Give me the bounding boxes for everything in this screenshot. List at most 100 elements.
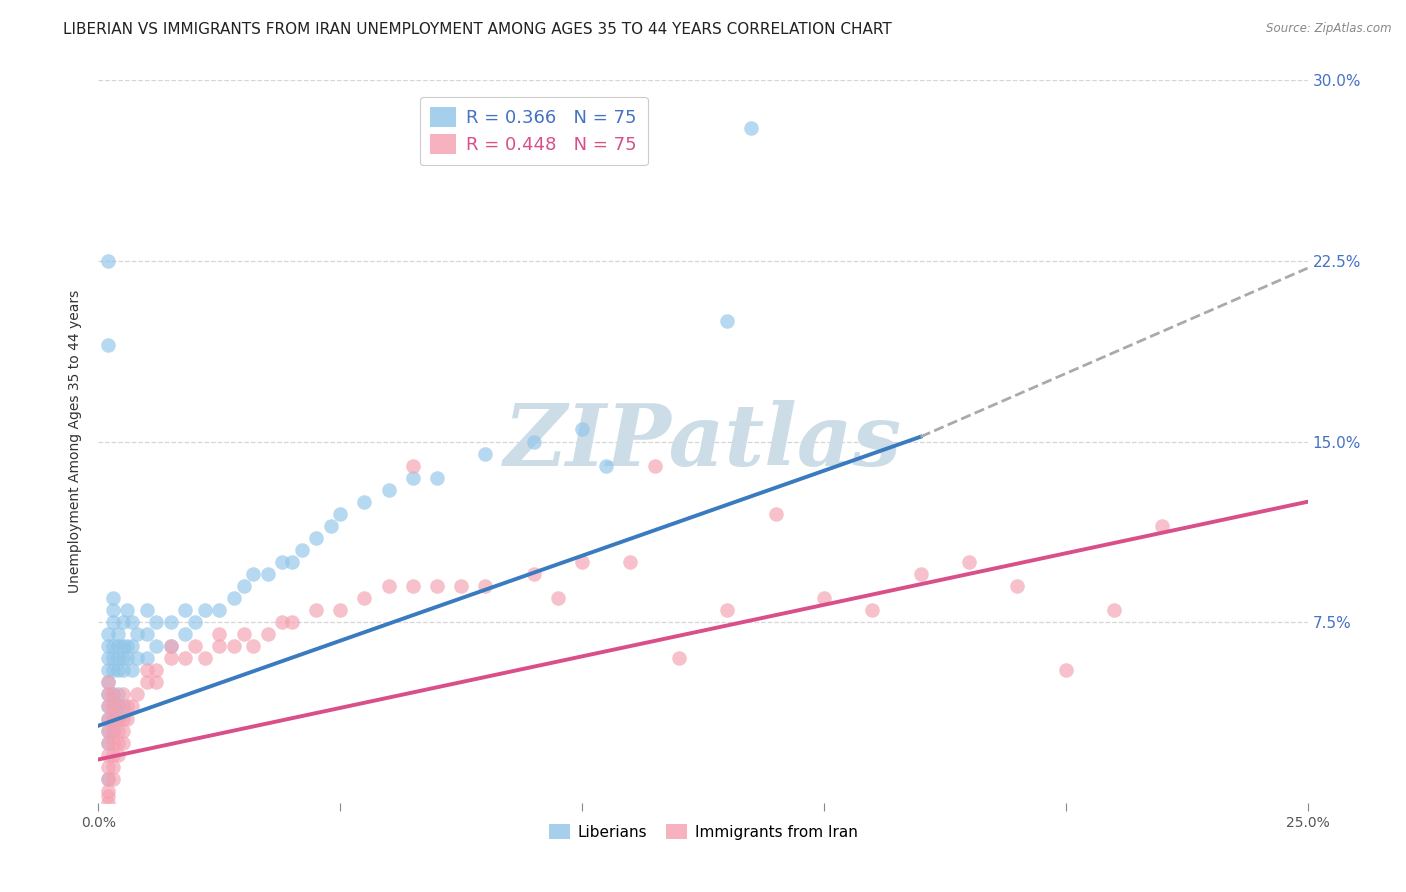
Point — [290, 542, 312, 557]
Point — [194, 603, 217, 617]
Point — [107, 651, 129, 665]
Text: Source: ZipAtlas.com: Source: ZipAtlas.com — [1267, 22, 1392, 36]
Point — [111, 723, 134, 738]
Point — [208, 639, 231, 653]
Point — [111, 712, 134, 726]
Point — [402, 470, 425, 484]
Legend: Liberians, Immigrants from Iran: Liberians, Immigrants from Iran — [543, 818, 863, 846]
Point — [107, 712, 129, 726]
Point — [101, 723, 124, 738]
Point — [107, 687, 129, 701]
Point — [160, 639, 183, 653]
Point — [135, 664, 157, 678]
Point — [97, 699, 120, 714]
Text: LIBERIAN VS IMMIGRANTS FROM IRAN UNEMPLOYMENT AMONG AGES 35 TO 44 YEARS CORRELAT: LIBERIAN VS IMMIGRANTS FROM IRAN UNEMPLO… — [63, 22, 891, 37]
Point — [97, 687, 120, 701]
Point — [329, 507, 352, 521]
Point — [107, 747, 129, 762]
Point — [97, 338, 120, 352]
Point — [305, 603, 328, 617]
Point — [121, 639, 143, 653]
Point — [127, 687, 149, 701]
Point — [271, 615, 294, 630]
Point — [101, 735, 124, 749]
Point — [121, 664, 143, 678]
Point — [174, 603, 197, 617]
Point — [135, 627, 157, 641]
Point — [305, 531, 328, 545]
Point — [571, 422, 593, 436]
Point — [111, 699, 134, 714]
Point — [135, 675, 157, 690]
Point — [523, 567, 546, 582]
Point — [329, 603, 352, 617]
Point — [145, 664, 167, 678]
Point — [101, 639, 124, 653]
Point — [101, 772, 124, 786]
Point — [127, 651, 149, 665]
Point — [111, 651, 134, 665]
Text: ZIPatlas: ZIPatlas — [503, 400, 903, 483]
Point — [319, 518, 342, 533]
Point — [353, 494, 375, 508]
Point — [957, 555, 980, 569]
Point — [101, 615, 124, 630]
Point — [222, 639, 245, 653]
Point — [271, 555, 294, 569]
Point — [281, 615, 304, 630]
Point — [101, 603, 124, 617]
Point — [145, 639, 167, 653]
Point — [107, 639, 129, 653]
Point — [174, 651, 197, 665]
Point — [97, 639, 120, 653]
Point — [145, 675, 167, 690]
Point — [97, 723, 120, 738]
Point — [97, 772, 120, 786]
Point — [101, 664, 124, 678]
Point — [194, 651, 217, 665]
Point — [107, 735, 129, 749]
Point — [107, 627, 129, 641]
Point — [101, 712, 124, 726]
Point — [256, 567, 278, 582]
Point — [97, 253, 120, 268]
Point — [1152, 518, 1174, 533]
Point — [97, 675, 120, 690]
Point — [242, 567, 264, 582]
Point — [222, 591, 245, 605]
Point — [547, 591, 569, 605]
Point — [595, 458, 617, 473]
Point — [910, 567, 932, 582]
Point — [184, 615, 207, 630]
Point — [117, 603, 139, 617]
Point — [101, 687, 124, 701]
Point — [97, 760, 120, 774]
Point — [101, 712, 124, 726]
Point — [97, 772, 120, 786]
Point — [111, 687, 134, 701]
Point — [426, 470, 449, 484]
Point — [97, 735, 120, 749]
Point — [208, 627, 231, 641]
Point — [765, 507, 787, 521]
Point — [97, 675, 120, 690]
Point — [474, 446, 496, 460]
Point — [107, 712, 129, 726]
Point — [101, 723, 124, 738]
Point — [474, 579, 496, 593]
Point — [101, 747, 124, 762]
Point — [160, 615, 183, 630]
Point — [111, 664, 134, 678]
Point — [716, 314, 738, 328]
Point — [523, 434, 546, 449]
Point — [97, 747, 120, 762]
Point — [121, 615, 143, 630]
Point — [111, 615, 134, 630]
Point — [111, 639, 134, 653]
Point — [107, 664, 129, 678]
Point — [97, 723, 120, 738]
Point — [184, 639, 207, 653]
Point — [813, 591, 835, 605]
Point — [256, 627, 278, 641]
Point — [97, 789, 120, 803]
